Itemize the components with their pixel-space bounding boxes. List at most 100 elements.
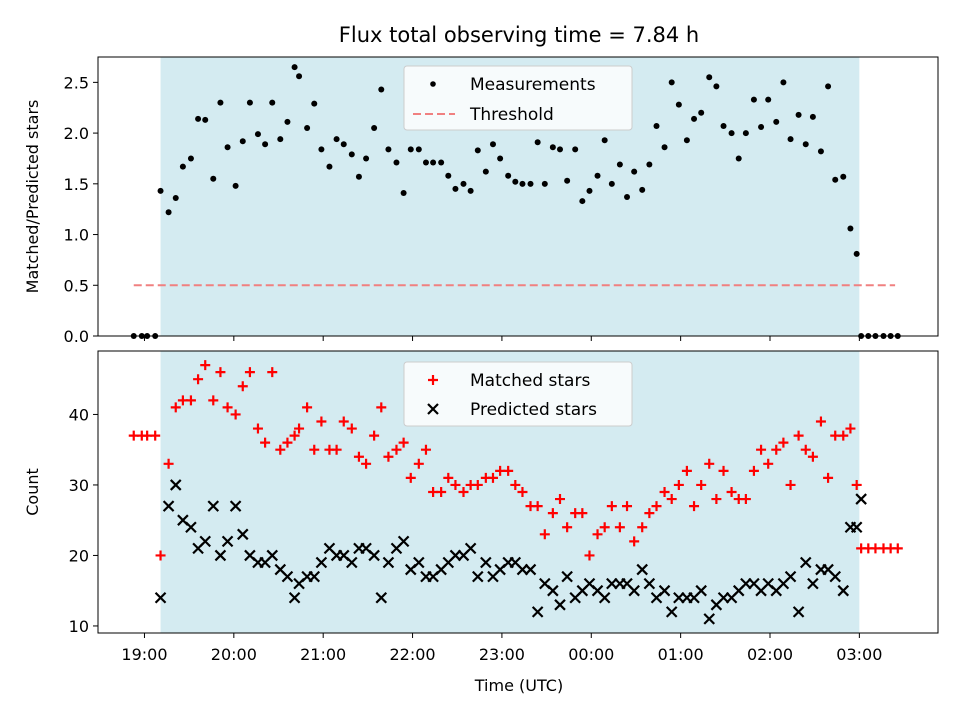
matched-point (275, 444, 286, 455)
measurement-point (572, 146, 579, 153)
matched-point (584, 550, 595, 561)
measurement-point (534, 139, 541, 146)
matched-point (200, 360, 211, 371)
measurement-point (210, 175, 217, 182)
predicted-point (792, 606, 805, 618)
ratio-panel: 0.0 0.5 1.0 1.5 2.0 2.5 Matched/Predicted sta… (23, 56, 939, 346)
measurement-point (579, 198, 586, 205)
measurement-point (340, 141, 347, 148)
measurement-point (296, 73, 303, 80)
predicted-point (561, 570, 573, 583)
measurement-point (497, 155, 504, 162)
matched-point (577, 508, 588, 519)
matched-point (413, 458, 424, 469)
matched-point (629, 536, 640, 547)
bottom-y-axis-label: Count (23, 468, 42, 516)
predicted-point (185, 521, 197, 534)
measurement-point (809, 113, 816, 120)
measurement-point (304, 125, 311, 132)
bottom-y-axis-ticks: 10 20 30 40 (69, 405, 98, 636)
matched-point (778, 437, 789, 448)
measurement-point (232, 182, 239, 189)
matched-point (756, 444, 767, 455)
y-tick-label: 0.5 (64, 276, 89, 295)
predicted-point (829, 570, 842, 583)
matched-point (193, 374, 204, 385)
matched-point (405, 472, 416, 483)
x-tick-label: 19:00 (121, 645, 167, 664)
measurement-point (817, 148, 824, 155)
predicted-point (464, 542, 477, 555)
matched-point (689, 501, 700, 512)
measurement-point (728, 130, 735, 137)
matched-point (763, 458, 774, 469)
top-legend: Measurements Threshold (403, 65, 633, 131)
matched-point (823, 472, 834, 483)
chart-title: Flux total observing time = 7.84 h (339, 23, 699, 47)
matched-point (681, 465, 692, 476)
measurement-point (254, 131, 261, 138)
matched-point (815, 416, 826, 427)
matched-point (338, 416, 349, 427)
matched-point (302, 402, 313, 413)
measurement-point (758, 124, 765, 131)
predicted-point (547, 584, 559, 597)
y-tick-label: 20 (69, 546, 89, 565)
matched-point (785, 479, 796, 490)
matched-point (230, 409, 241, 420)
measurement-point (541, 180, 548, 187)
predicted-point (221, 535, 234, 548)
matched-point (711, 494, 722, 505)
top-y-axis-ticks: 0.0 0.5 1.0 1.5 2.0 2.5 (64, 73, 98, 346)
matched-point (215, 367, 226, 378)
matched-point (170, 402, 181, 413)
matched-point (892, 543, 903, 554)
measurement-point (564, 177, 571, 184)
matched-point (309, 444, 320, 455)
predicted-point (524, 563, 537, 576)
measurement-point (482, 168, 489, 175)
y-tick-label: 40 (69, 405, 89, 424)
bottom-axes-frame (97, 350, 939, 634)
measurement-point (202, 116, 209, 123)
measurement-points (130, 64, 901, 339)
measurement-point (586, 187, 593, 194)
measurement-point (631, 168, 638, 175)
measurement-point (527, 180, 534, 187)
measurement-point (195, 115, 202, 122)
matched-point (800, 444, 811, 455)
x-tick-label: 22:00 (389, 645, 435, 664)
predicted-point (368, 549, 380, 562)
measurement-point (172, 195, 179, 202)
matched-point (539, 529, 550, 540)
matched-point (361, 458, 372, 469)
matched-point (472, 479, 483, 490)
predicted-point (413, 556, 425, 569)
y-tick-label: 2.0 (64, 124, 89, 143)
predicted-point (807, 577, 819, 590)
measurement-point (825, 83, 832, 90)
predicted-point (855, 493, 867, 505)
measurement-point (400, 189, 407, 196)
legend-threshold: Threshold (469, 105, 554, 125)
x-tick-label: 23:00 (479, 645, 525, 664)
measurement-point (385, 146, 392, 153)
measurement-point (430, 159, 437, 166)
measurement-point (683, 137, 690, 144)
measurement-point (735, 155, 742, 162)
predicted-point (346, 556, 358, 569)
x-tick-label: 21:00 (300, 645, 346, 664)
matched-point (644, 508, 655, 519)
count-panel: 10 20 30 40 19:00 20:00 21:00 22:00 23:00 00:00 0… (23, 350, 939, 664)
top-axes-frame (97, 56, 939, 337)
matched-point (718, 465, 729, 476)
predicted-point (266, 549, 279, 562)
measurement-point (348, 151, 355, 158)
x-tick-label: 00:00 (568, 645, 614, 664)
matched-point (316, 416, 327, 427)
measurement-point (262, 141, 269, 148)
measurement-point (802, 141, 809, 148)
x-tick-label: 20:00 (211, 645, 257, 664)
predicted-point (636, 563, 648, 576)
